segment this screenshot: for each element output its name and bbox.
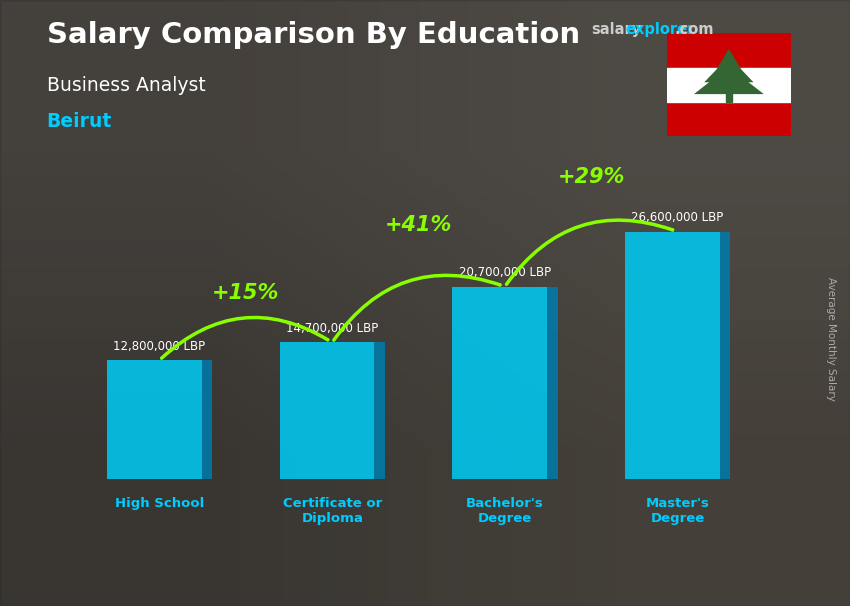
Polygon shape: [280, 342, 375, 479]
Text: 12,800,000 LBP: 12,800,000 LBP: [113, 340, 206, 353]
Polygon shape: [107, 360, 201, 479]
Text: +15%: +15%: [212, 283, 280, 303]
Text: Beirut: Beirut: [47, 112, 112, 131]
Polygon shape: [452, 287, 547, 479]
Polygon shape: [201, 360, 212, 479]
Text: Master's
Degree: Master's Degree: [646, 497, 710, 525]
Polygon shape: [694, 67, 764, 94]
Text: 26,600,000 LBP: 26,600,000 LBP: [632, 211, 723, 224]
FancyArrowPatch shape: [507, 220, 672, 284]
Text: 20,700,000 LBP: 20,700,000 LBP: [459, 266, 551, 279]
Polygon shape: [704, 56, 753, 82]
Text: High School: High School: [115, 497, 204, 510]
Bar: [667, 33, 790, 68]
Polygon shape: [717, 48, 741, 69]
Polygon shape: [547, 287, 558, 479]
Text: Certificate or
Diploma: Certificate or Diploma: [282, 497, 382, 525]
Text: Salary Comparison By Education: Salary Comparison By Education: [47, 21, 580, 49]
Bar: [667, 102, 790, 136]
Text: Bachelor's
Degree: Bachelor's Degree: [466, 497, 544, 525]
FancyArrowPatch shape: [334, 275, 500, 340]
Polygon shape: [720, 231, 730, 479]
Text: 14,700,000 LBP: 14,700,000 LBP: [286, 322, 378, 335]
Text: Average Monthly Salary: Average Monthly Salary: [826, 278, 836, 401]
Text: +29%: +29%: [558, 167, 625, 187]
Text: .com: .com: [674, 22, 713, 38]
Bar: [726, 93, 732, 102]
FancyArrowPatch shape: [162, 318, 328, 358]
Polygon shape: [375, 342, 385, 479]
Text: explorer: explorer: [626, 22, 695, 38]
Text: salary: salary: [591, 22, 641, 38]
Text: +41%: +41%: [385, 215, 452, 235]
Text: Business Analyst: Business Analyst: [47, 76, 206, 95]
Bar: [667, 68, 790, 102]
Polygon shape: [625, 231, 720, 479]
